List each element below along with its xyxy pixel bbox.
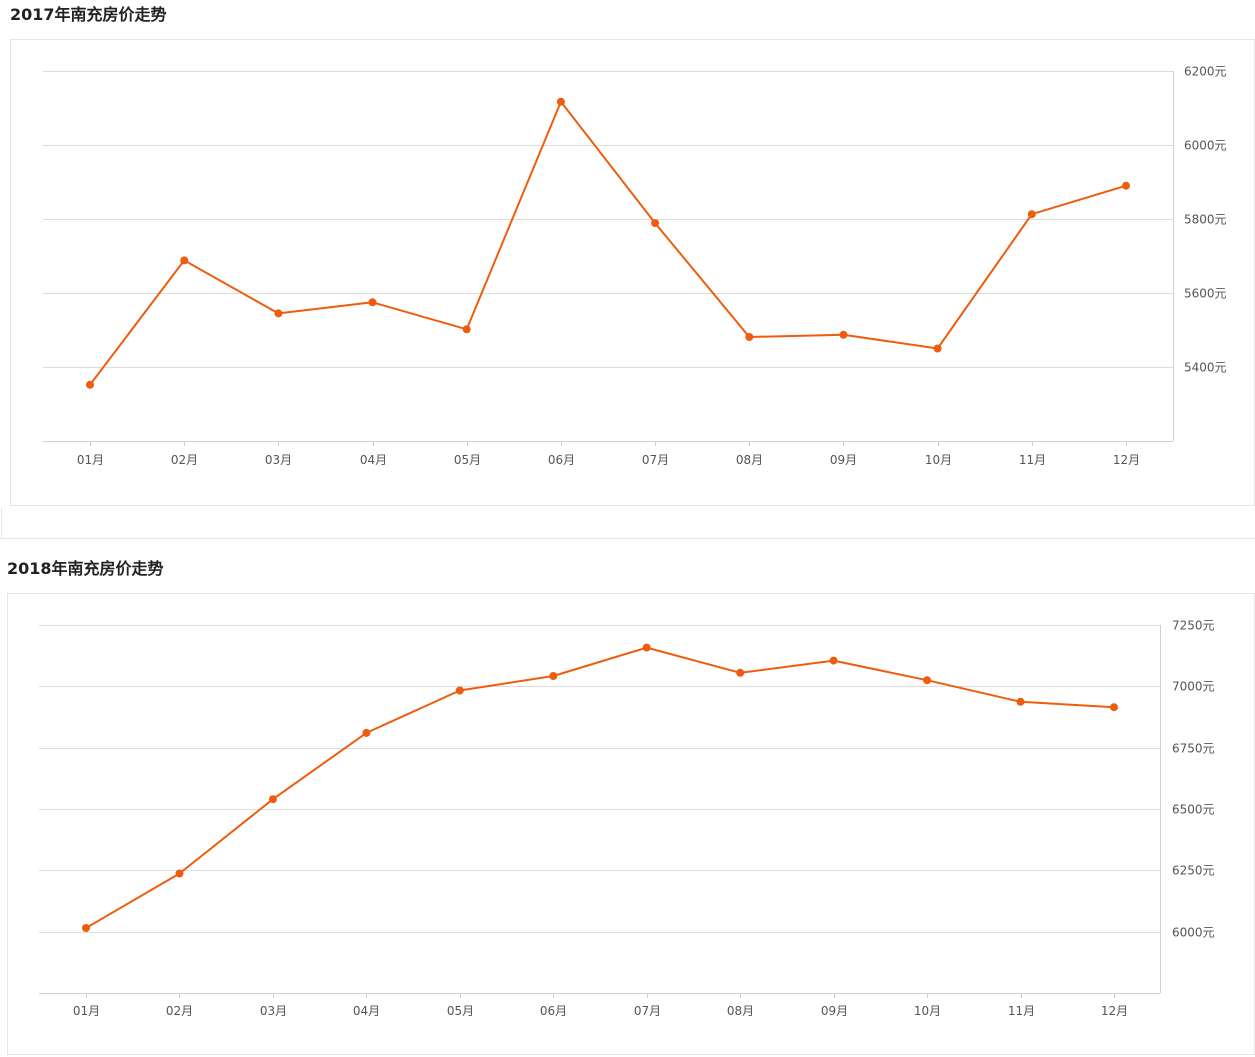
y-tick-label: 6500元 bbox=[1172, 803, 1215, 817]
data-point bbox=[82, 924, 90, 932]
series-line bbox=[89, 100, 1127, 386]
y-tick-label: 7250元 bbox=[1172, 619, 1215, 633]
x-tick-label: 06月 bbox=[540, 1004, 567, 1018]
x-tick-label: 02月 bbox=[166, 1004, 193, 1018]
y-tick-label: 7000元 bbox=[1172, 680, 1215, 694]
y-tick-label: 5600元 bbox=[1184, 287, 1227, 301]
data-point bbox=[1016, 697, 1025, 706]
data-point bbox=[175, 869, 184, 878]
data-point bbox=[368, 298, 377, 307]
data-point bbox=[462, 325, 471, 334]
x-tick-label: 12月 bbox=[1113, 453, 1140, 467]
x-tick-label: 05月 bbox=[454, 453, 481, 467]
chart-1: 6000元 6250元 6500元 6750元 7000元 7250元 01月 02月 03月 0… bbox=[39, 619, 1215, 1018]
y-tick-label: 5400元 bbox=[1184, 361, 1227, 375]
y-tick-label: 6250元 bbox=[1172, 864, 1215, 878]
data-point bbox=[1122, 181, 1130, 190]
x-tick-label: 04月 bbox=[353, 1004, 380, 1018]
x-tick-label: 10月 bbox=[925, 453, 952, 467]
data-point bbox=[362, 728, 371, 737]
y-tick-label: 6000元 bbox=[1172, 926, 1215, 940]
x-tick-label: 01月 bbox=[77, 453, 104, 467]
y-tick-label: 6000元 bbox=[1184, 139, 1227, 153]
x-tick-label: 10月 bbox=[914, 1004, 941, 1018]
x-tick-label: 07月 bbox=[634, 1004, 661, 1018]
data-point bbox=[274, 309, 283, 318]
series-line bbox=[85, 646, 1115, 929]
data-point bbox=[180, 256, 189, 265]
data-point bbox=[923, 676, 932, 685]
x-tick-label: 06月 bbox=[548, 453, 575, 467]
x-tick-label: 08月 bbox=[736, 453, 763, 467]
x-tick-label: 09月 bbox=[830, 453, 857, 467]
y-tick-label: 6200元 bbox=[1184, 65, 1227, 79]
x-tick-label: 04月 bbox=[360, 453, 387, 467]
data-point bbox=[839, 330, 848, 339]
x-tick-label: 07月 bbox=[642, 453, 669, 467]
x-tick-label: 05月 bbox=[447, 1004, 474, 1018]
data-point bbox=[268, 795, 277, 804]
data-point bbox=[642, 643, 651, 652]
x-tick-label: 09月 bbox=[821, 1004, 848, 1018]
data-point bbox=[86, 380, 94, 389]
data-point bbox=[745, 333, 754, 341]
x-tick-label: 11月 bbox=[1019, 453, 1046, 467]
x-tick-label: 11月 bbox=[1008, 1004, 1035, 1018]
x-tick-label: 03月 bbox=[260, 1004, 287, 1018]
data-point bbox=[455, 686, 464, 695]
chart-title-2017: 2017年南充房价走势 bbox=[10, 5, 167, 24]
chart-0: 5400元 5600元 5800元 6000元 6200元 01月 02月 03月 04月 05月… bbox=[43, 65, 1227, 467]
y-tick-label: 6750元 bbox=[1172, 742, 1215, 756]
data-point bbox=[651, 219, 660, 228]
data-point bbox=[549, 672, 558, 680]
data-point bbox=[556, 97, 565, 106]
chart-title-2018: 2018年南充房价走势 bbox=[7, 559, 164, 578]
x-tick-label: 08月 bbox=[727, 1004, 754, 1018]
y-tick-label: 5800元 bbox=[1184, 213, 1227, 227]
x-tick-label: 12月 bbox=[1101, 1004, 1128, 1018]
x-tick-label: 01月 bbox=[73, 1004, 100, 1018]
data-point bbox=[829, 656, 838, 665]
data-point bbox=[933, 344, 942, 353]
data-point bbox=[1027, 210, 1036, 219]
data-point bbox=[1110, 703, 1118, 712]
x-tick-label: 02月 bbox=[171, 453, 198, 467]
section-divider bbox=[0, 538, 1255, 539]
data-point bbox=[736, 668, 745, 677]
x-tick-label: 03月 bbox=[265, 453, 292, 467]
chart-panel-2018 bbox=[7, 593, 1255, 1055]
section-divider-left bbox=[1, 508, 2, 538]
